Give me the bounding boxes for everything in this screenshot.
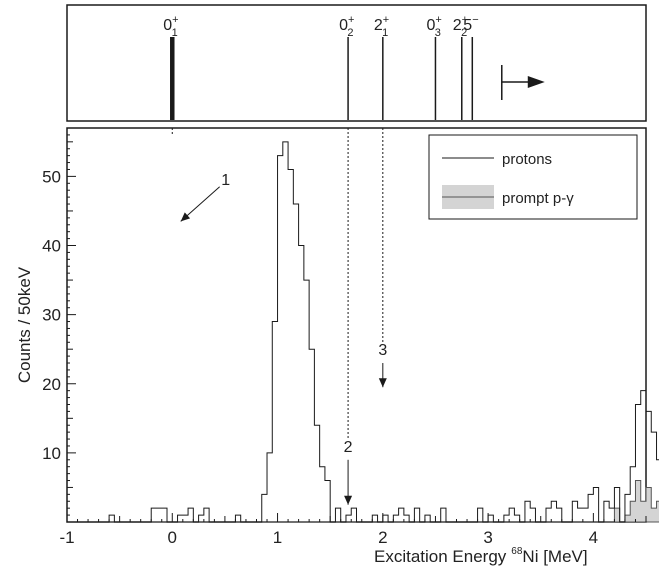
annotation-label: 1 xyxy=(221,172,230,189)
x-tick-label: -1 xyxy=(59,528,74,547)
annotation-label: 3 xyxy=(378,342,387,359)
x-axis: -1 0 1 2 3 4 xyxy=(59,513,647,547)
x-axis-label: Excitation Energy 68Ni [MeV] xyxy=(374,546,588,566)
annotation-label: 2 xyxy=(344,439,353,456)
annotation-arrow-head xyxy=(344,495,353,505)
level-label: 2+ 2 xyxy=(453,14,468,39)
continuation-arrow-head xyxy=(527,76,545,88)
protons-series xyxy=(67,141,659,523)
y-axis: 10 20 30 40 50 xyxy=(42,134,76,516)
peak-annotations: 1 2 3 xyxy=(180,172,387,505)
x-tick-label: 0 xyxy=(168,528,177,547)
prompt-p-gamma-histogram xyxy=(67,480,659,523)
annotation-arrow-head xyxy=(378,378,387,388)
x-tick-label: 3 xyxy=(483,528,492,547)
y-tick-label: 20 xyxy=(42,375,61,394)
x-tick-label: 4 xyxy=(589,528,598,547)
x-axis-label-mass: 68 xyxy=(511,546,523,557)
level-scheme-frame xyxy=(66,4,647,122)
y-tick-label: 30 xyxy=(42,306,61,325)
y-tick-label: 40 xyxy=(42,237,61,256)
level-dotted-links xyxy=(171,128,384,440)
histogram-panel: 1 2 3 -1 0 1 2 3 4 10 20 30 40 50 protons prompt p-… xyxy=(42,127,659,547)
legend: protons prompt p-γ xyxy=(428,134,638,220)
prompt-p-gamma-series xyxy=(67,480,659,523)
legend-protons-label: protons xyxy=(502,151,552,168)
level-label: 0+ 2 xyxy=(339,14,354,39)
x-tick-label: 1 xyxy=(273,528,282,547)
x-axis-label-rest: Ni [MeV] xyxy=(522,547,587,566)
level-labels: 0+ 1 0+ 2 2+ 1 0+ 3 2+ 25− xyxy=(163,14,478,39)
level-label: 0+ 1 xyxy=(163,14,178,39)
legend-prompt-label: prompt p-γ xyxy=(502,190,574,207)
level-label: 0+ 3 xyxy=(426,14,441,39)
annotation-arrow-head xyxy=(180,212,191,222)
level-lines xyxy=(170,37,474,120)
continuation-arrow xyxy=(501,65,545,100)
y-tick-label: 50 xyxy=(42,167,61,186)
x-tick-label: 2 xyxy=(378,528,387,547)
x-axis-label-text: Excitation Energy xyxy=(374,547,507,566)
level-scheme-panel: 0+ 1 0+ 2 2+ 1 0+ 3 2+ 25− xyxy=(66,4,647,122)
protons-histogram xyxy=(67,141,659,523)
y-axis-label: Counts / 50keV xyxy=(15,266,34,383)
level-label: 2+ 1 xyxy=(374,14,389,39)
y-tick-label: 10 xyxy=(42,444,61,463)
level-label: 5− xyxy=(463,14,478,34)
